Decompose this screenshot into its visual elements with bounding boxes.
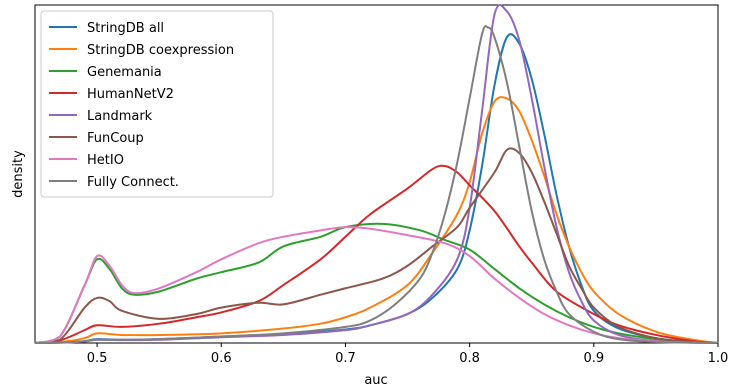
legend-label: StringDB all — [87, 21, 164, 36]
legend-label: FunCoup — [87, 131, 144, 146]
y-axis-label: density — [11, 150, 26, 198]
series-line-hetio — [34, 226, 719, 344]
series-lines — [34, 4, 719, 344]
legend-label: Landmark — [87, 109, 153, 124]
series-line-fully-connect — [34, 25, 719, 344]
series-line-funcoup — [34, 147, 719, 344]
x-tick-label: 0.7 — [335, 351, 356, 366]
x-tick-label: 0.9 — [583, 351, 604, 366]
plot-frame — [34, 4, 719, 344]
legend: StringDB all StringDB coexpression Geneman… — [40, 10, 274, 198]
x-tick-label: 0.6 — [211, 351, 232, 366]
series-line-stringdb-coexpression — [34, 96, 719, 344]
x-tick-label: 0.8 — [459, 351, 480, 366]
x-tick-label: 0.5 — [87, 351, 108, 366]
series-line-humannetv2 — [34, 164, 719, 344]
x-axis-label: auc — [364, 373, 387, 388]
legend-label: HumanNetV2 — [87, 87, 174, 102]
legend-label: Genemania — [87, 65, 162, 80]
legend-label: HetIO — [87, 153, 124, 168]
legend-frame — [40, 10, 274, 198]
x-tick-label: 1.0 — [708, 351, 729, 366]
x-axis-ticks: 0.5 0.6 0.7 0.8 0.9 1.0 — [87, 343, 729, 366]
legend-label: Fully Connect. — [87, 175, 179, 190]
legend-label: StringDB coexpression — [87, 43, 234, 58]
